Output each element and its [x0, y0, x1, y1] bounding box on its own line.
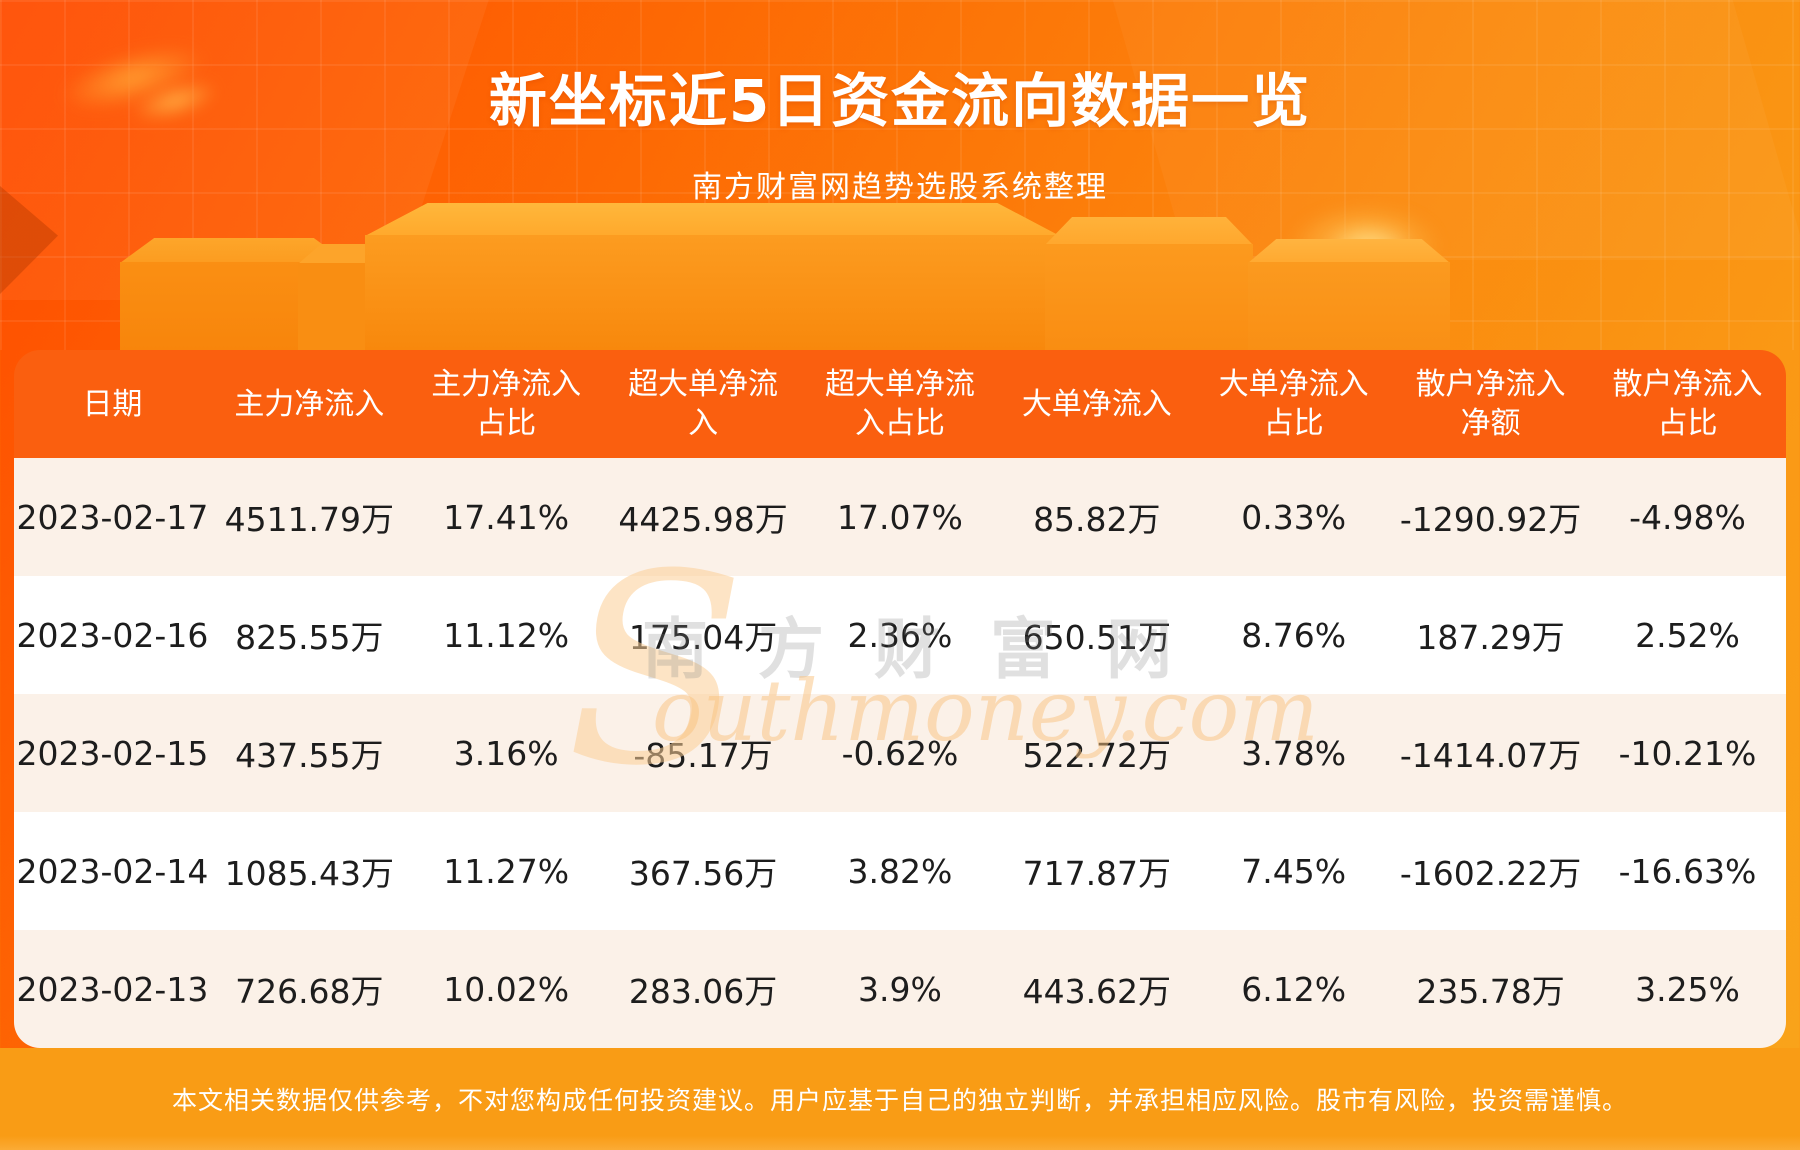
table-cell: 437.55万 — [235, 736, 384, 775]
table-cell: -10.21% — [1618, 733, 1757, 773]
table-cell: 3.16% — [453, 733, 559, 773]
col-retail-net-inflow-pct: 散户净流入 占比 — [1612, 367, 1763, 441]
table-cell: 6.12% — [1241, 969, 1347, 1009]
col-large-order-net-inflow-pct: 大单净流入 占比 — [1218, 367, 1369, 441]
table-cell: -85.17万 — [633, 736, 773, 775]
table-cell: 17.07% — [837, 497, 963, 537]
table-cell: 11.12% — [443, 615, 570, 655]
table-row: 2023-02-17 4511.79万 17.41% 4425.98万 17.0… — [14, 458, 1786, 576]
page-subtitle: 南方财富网趋势选股系统整理 — [692, 170, 1108, 205]
table-row: 2023-02-15 437.55万 3.16% -85.17万 -0.62% … — [14, 694, 1786, 812]
decor-box-left-top — [120, 238, 348, 263]
table-cell: 187.29万 — [1416, 618, 1565, 657]
table-row: 2023-02-16 825.55万 11.12% 175.04万 2.36% … — [14, 576, 1786, 694]
decor-glow-right-2 — [1330, 226, 1410, 266]
table-cell: 3.78% — [1241, 733, 1347, 773]
table-cell: 8.76% — [1241, 615, 1347, 655]
table-cell: 7.45% — [1241, 851, 1347, 891]
table-cell: 2023-02-14 — [16, 851, 209, 891]
fund-flow-table: 日期 主力净流入 主力净流入 占比 超大单净流 入 超大单净流 入占比 大单净流… — [14, 350, 1786, 1048]
table-cell: -0.62% — [841, 733, 959, 773]
table-cell: 85.82万 — [1033, 500, 1161, 539]
decor-box-center-front — [365, 235, 1060, 351]
decor-glow-right — [1290, 205, 1440, 285]
footer-bar: 本文相关数据仅供参考，不对您构成任何投资建议。用户应基于自己的独立判断，并承担相… — [0, 1048, 1800, 1150]
table-cell: 2023-02-17 — [16, 497, 209, 537]
table-cell: 717.87万 — [1022, 854, 1172, 893]
table-cell: 235.78万 — [1416, 972, 1565, 1011]
table-cell: 17.41% — [443, 497, 570, 537]
table-cell: 4425.98万 — [618, 500, 788, 539]
table-cell: 726.68万 — [235, 972, 384, 1011]
table-cell: -4.98% — [1629, 497, 1746, 537]
table-cell: 283.06万 — [628, 972, 778, 1011]
col-date: 日期 — [82, 386, 143, 422]
table-cell: 3.82% — [847, 851, 953, 891]
table-row: 2023-02-13 726.68万 10.02% 283.06万 3.9% 4… — [14, 930, 1786, 1048]
table-cell: 2023-02-15 — [16, 733, 209, 773]
table-cell: 825.55万 — [235, 618, 384, 657]
table-cell: 443.62万 — [1022, 972, 1172, 1011]
col-main-net-inflow: 主力净流入 — [234, 386, 385, 422]
table-cell: 175.04万 — [628, 618, 778, 657]
table-cell: 10.02% — [443, 969, 570, 1009]
col-xl-order-net-inflow: 超大单净流 入 — [628, 367, 779, 441]
table-cell: 522.72万 — [1022, 736, 1172, 775]
table-cell: 2.52% — [1635, 615, 1740, 655]
table-cell: 11.27% — [443, 851, 570, 891]
table-cell: 367.56万 — [628, 854, 778, 893]
disclaimer-text: 本文相关数据仅供参考，不对您构成任何投资建议。用户应基于自己的独立判断，并承担相… — [171, 1086, 1628, 1115]
col-retail-net-inflow: 散户净流入 净额 — [1415, 367, 1566, 441]
decor-sheet-left — [0, 0, 489, 300]
table-cell: 1085.43万 — [224, 854, 395, 893]
table-cell: 2023-02-16 — [16, 615, 209, 655]
decor-box-small-front — [298, 263, 426, 351]
table-row: 2023-02-14 1085.43万 11.27% 367.56万 3.82%… — [14, 812, 1786, 930]
table-cell: 0.33% — [1241, 497, 1347, 537]
decor-box-right2-top — [1248, 239, 1450, 263]
table-cell: 4511.79万 — [224, 500, 395, 539]
table-cell: 2.36% — [847, 615, 953, 655]
col-main-net-inflow-pct: 主力净流入 占比 — [431, 367, 582, 441]
table-cell: -1290.92万 — [1399, 500, 1582, 539]
table-cell: -16.63% — [1618, 851, 1757, 891]
table-cell: 3.25% — [1635, 969, 1740, 1009]
table-cell: 650.51万 — [1022, 618, 1172, 657]
decor-box-right1-front — [1045, 244, 1253, 351]
col-xl-order-net-inflow-pct: 超大单净流 入占比 — [824, 367, 975, 441]
page-title: 新坐标近5日资金流向数据一览 — [488, 67, 1312, 135]
table-header-row: 日期 主力净流入 主力净流入 占比 超大单净流 入 超大单净流 入占比 大单净流… — [14, 350, 1786, 458]
table-cell: -1414.07万 — [1399, 736, 1582, 775]
decor-box-right1-top — [1045, 217, 1253, 245]
table-cell: 2023-02-13 — [16, 969, 209, 1009]
table-cell: 3.9% — [858, 969, 942, 1009]
col-large-order-net-inflow: 大单净流入 — [1021, 386, 1172, 422]
decor-box-small-top — [298, 244, 426, 264]
table-cell: -1602.22万 — [1399, 854, 1582, 893]
decor-box-left-front — [120, 262, 348, 351]
decor-box-center-top — [365, 203, 1060, 236]
decor-box-right2-front — [1248, 262, 1450, 351]
